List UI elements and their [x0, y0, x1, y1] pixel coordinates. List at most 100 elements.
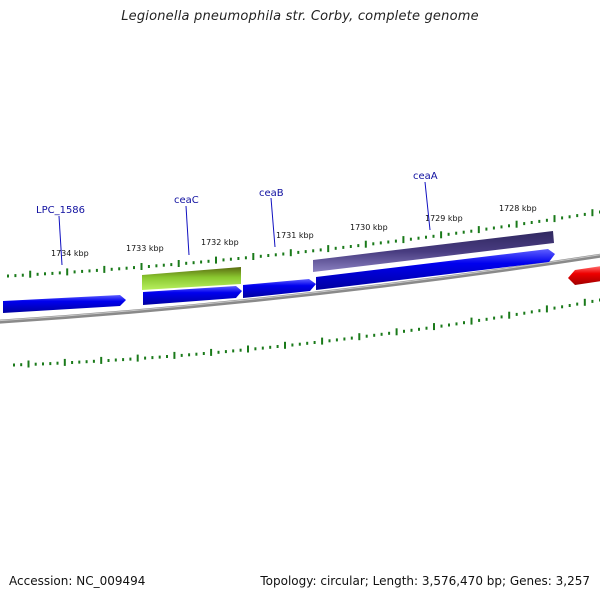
outer-tick	[477, 226, 480, 234]
inner-tick	[530, 310, 533, 314]
scale-label-1728: 1728 kbp	[499, 204, 537, 213]
inner-tick	[232, 349, 235, 353]
outer-tick	[58, 271, 61, 275]
outer-tick	[162, 263, 165, 267]
scale-label-1729: 1729 kbp	[425, 214, 463, 223]
inner-tick	[321, 337, 324, 345]
inner-tick	[455, 322, 458, 326]
inner-tick	[122, 358, 125, 362]
outer-tick	[259, 254, 262, 258]
inner-tick	[380, 332, 383, 336]
ceaA-feature-bar[interactable]	[313, 231, 554, 272]
outer-tick	[591, 209, 594, 217]
gene-arrow-ceaB[interactable]	[243, 279, 316, 298]
inner-tick	[276, 345, 279, 348]
inner-tick	[42, 362, 44, 366]
genome-stats-text: Topology: circular; Length: 3,576,470 bp…	[260, 574, 590, 588]
inner-tick	[107, 359, 110, 362]
outer-tick	[568, 215, 571, 219]
inner-tick	[561, 305, 564, 309]
outer-tick	[267, 254, 270, 257]
outer-tick	[185, 261, 188, 265]
outer-tick	[274, 253, 277, 257]
inner-tick	[515, 312, 518, 316]
gene-label-ceaA[interactable]: ceaA	[413, 171, 438, 182]
outer-tick	[14, 274, 17, 278]
inner-tick	[350, 336, 353, 340]
outer-tick	[297, 250, 300, 254]
outer-tick	[379, 241, 382, 245]
ceaC-feature-bar[interactable]	[142, 267, 241, 290]
inner-tick-track	[13, 298, 600, 368]
outer-tick	[51, 271, 54, 275]
inner-tick	[306, 341, 309, 345]
gene-arrow-reverse[interactable]	[568, 266, 600, 285]
gene-arrow-ceaC[interactable]	[143, 286, 242, 305]
inner-tick	[261, 346, 264, 350]
outer-tick	[207, 259, 210, 263]
inner-tick	[328, 339, 331, 343]
inner-tick	[239, 348, 242, 352]
outer-tick	[237, 257, 240, 260]
inner-tick	[291, 343, 294, 347]
inner-tick	[493, 316, 496, 320]
outer-tick	[177, 260, 180, 267]
gene-label-lpc1586[interactable]: LPC_1586	[36, 205, 85, 216]
outer-tick	[244, 256, 247, 260]
outer-tick	[538, 219, 541, 223]
outer-tick	[118, 267, 121, 271]
outer-tick	[282, 252, 285, 256]
inner-tick	[448, 323, 450, 327]
inner-tick	[545, 305, 548, 313]
gene-label-ceaB[interactable]: ceaB	[259, 188, 284, 199]
inner-tick	[478, 318, 481, 322]
outer-tick	[304, 250, 307, 254]
inner-tick	[568, 304, 571, 307]
inner-tick	[202, 352, 205, 355]
gene-arrow-lpc1586[interactable]	[3, 295, 126, 313]
outer-tick	[66, 268, 69, 276]
inner-tick	[583, 298, 586, 306]
outer-tick	[133, 266, 135, 270]
outer-tick	[103, 265, 106, 273]
accession-text: Accession: NC_009494	[9, 574, 146, 588]
outer-tick	[485, 227, 488, 231]
inner-tick	[373, 333, 376, 337]
scale-label-1734: 1734 kbp	[51, 249, 89, 258]
inner-tick	[27, 360, 30, 368]
outer-tick	[327, 245, 330, 253]
inner-tick	[313, 341, 316, 344]
inner-tick	[395, 328, 398, 336]
outer-tick	[215, 256, 217, 264]
inner-tick	[188, 353, 191, 357]
inner-tick	[410, 328, 413, 332]
inner-tick	[144, 356, 147, 360]
inner-tick	[217, 350, 220, 354]
outer-tick	[21, 273, 24, 277]
outer-tick	[387, 240, 390, 244]
scale-label-1730: 1730 kbp	[350, 223, 388, 232]
inner-tick	[92, 359, 95, 363]
outer-tick	[462, 230, 465, 234]
inner-tick	[269, 345, 272, 349]
outer-tick	[583, 212, 586, 216]
inner-tick	[71, 361, 74, 364]
gene-arrow-ceaA[interactable]	[316, 249, 555, 290]
outer-tick	[192, 261, 195, 265]
scale-label-1732: 1732 kbp	[201, 238, 239, 247]
inner-tick	[166, 355, 168, 358]
inner-tick	[210, 348, 213, 356]
outer-tick	[95, 268, 98, 272]
inner-tick	[500, 315, 503, 319]
inner-tick	[358, 333, 361, 341]
inner-tick	[365, 334, 368, 338]
inner-tick	[591, 299, 594, 303]
outer-tick	[432, 234, 435, 238]
outer-tick	[530, 221, 533, 224]
outer-tick	[576, 214, 579, 218]
inner-tick	[151, 356, 154, 360]
inner-tick	[224, 350, 227, 354]
gene-label-ceaC[interactable]: ceaC	[174, 195, 199, 206]
outer-tick	[515, 220, 518, 228]
